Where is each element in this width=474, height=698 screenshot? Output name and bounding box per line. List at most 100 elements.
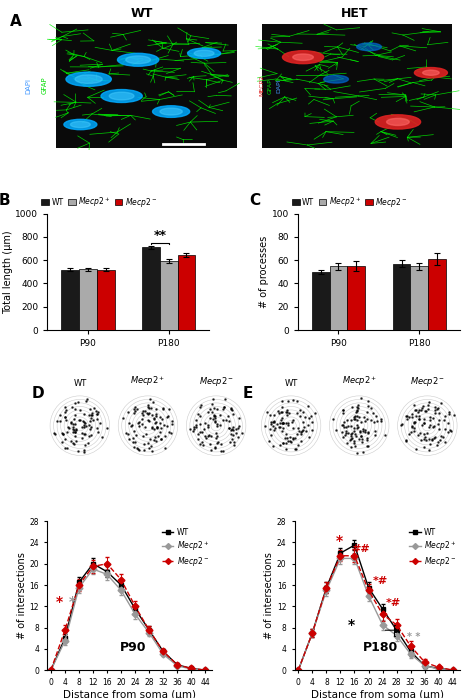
Point — [412, 443, 420, 454]
Point — [216, 410, 224, 421]
Point — [138, 414, 146, 425]
Point — [146, 415, 153, 426]
Point — [270, 416, 278, 427]
Point — [146, 394, 154, 405]
Point — [76, 404, 83, 415]
Point — [281, 433, 289, 444]
Point — [305, 431, 313, 443]
Text: WT: WT — [131, 7, 154, 20]
Point — [212, 428, 220, 439]
Point — [275, 408, 283, 419]
Point — [291, 444, 299, 455]
Point — [340, 416, 347, 427]
Point — [196, 438, 203, 450]
Point — [150, 413, 158, 424]
Point — [157, 423, 164, 434]
Point — [140, 445, 147, 456]
X-axis label: Distance from soma (μm): Distance from soma (μm) — [311, 690, 444, 698]
Point — [130, 425, 137, 436]
Point — [73, 436, 80, 447]
Point — [285, 436, 292, 447]
Point — [65, 422, 73, 433]
Point — [235, 413, 243, 424]
Circle shape — [153, 105, 190, 117]
Point — [58, 436, 66, 447]
Point — [428, 434, 435, 445]
Point — [138, 408, 146, 419]
Point — [348, 427, 356, 438]
Bar — [142, 247, 160, 330]
Point — [420, 441, 428, 452]
Point — [60, 429, 67, 440]
Point — [343, 422, 350, 433]
Point — [279, 407, 286, 418]
Point — [279, 423, 287, 434]
Y-axis label: # of intersections: # of intersections — [17, 552, 27, 639]
Point — [409, 420, 416, 431]
Point — [361, 415, 369, 426]
Text: P90: P90 — [120, 641, 146, 654]
Point — [441, 436, 448, 447]
Point — [90, 402, 98, 413]
Point — [156, 417, 164, 429]
Point — [219, 403, 227, 415]
Point — [450, 410, 457, 421]
Point — [371, 417, 378, 428]
Point — [72, 418, 79, 429]
Point — [142, 429, 150, 440]
Point — [194, 433, 201, 445]
Point — [289, 433, 296, 445]
Point — [365, 401, 372, 412]
Point — [228, 404, 236, 415]
Point — [436, 424, 443, 435]
Point — [270, 410, 277, 421]
Point — [344, 427, 352, 438]
Point — [70, 419, 77, 430]
Point — [139, 410, 146, 421]
Point — [445, 406, 453, 417]
Point — [410, 425, 418, 436]
Point — [347, 431, 355, 442]
Point — [225, 415, 232, 426]
Point — [358, 433, 366, 445]
Point — [415, 413, 422, 424]
Point — [295, 426, 303, 437]
Point — [76, 415, 84, 426]
Point — [283, 406, 291, 417]
Circle shape — [375, 114, 420, 129]
Point — [227, 429, 235, 440]
Text: * *: * * — [407, 632, 420, 642]
Point — [431, 407, 439, 418]
Point — [199, 426, 206, 438]
Point — [408, 421, 416, 432]
Point — [125, 433, 133, 445]
Text: $\it{Mecp2}$$^-$: $\it{Mecp2}$$^-$ — [199, 375, 234, 388]
Point — [160, 419, 168, 431]
Point — [150, 435, 158, 446]
Point — [428, 435, 436, 446]
Point — [167, 428, 174, 439]
Point — [61, 433, 69, 445]
Point — [297, 410, 304, 421]
Text: $\it{Mecp2}$$^-$: $\it{Mecp2}$$^-$ — [410, 375, 445, 388]
Point — [78, 421, 85, 432]
Point — [94, 426, 101, 438]
Point — [359, 423, 366, 434]
Circle shape — [324, 75, 348, 83]
Point — [213, 419, 220, 430]
Point — [61, 401, 69, 413]
Point — [367, 402, 375, 413]
Point — [213, 403, 221, 415]
Point — [145, 415, 152, 426]
Point — [278, 417, 286, 429]
Point — [68, 401, 75, 413]
Point — [351, 410, 359, 422]
Point — [131, 407, 138, 418]
Point — [269, 440, 277, 452]
Point — [207, 438, 214, 450]
Point — [424, 403, 431, 415]
Point — [440, 414, 448, 425]
Point — [265, 436, 273, 447]
Point — [154, 430, 162, 441]
Point — [418, 434, 425, 445]
